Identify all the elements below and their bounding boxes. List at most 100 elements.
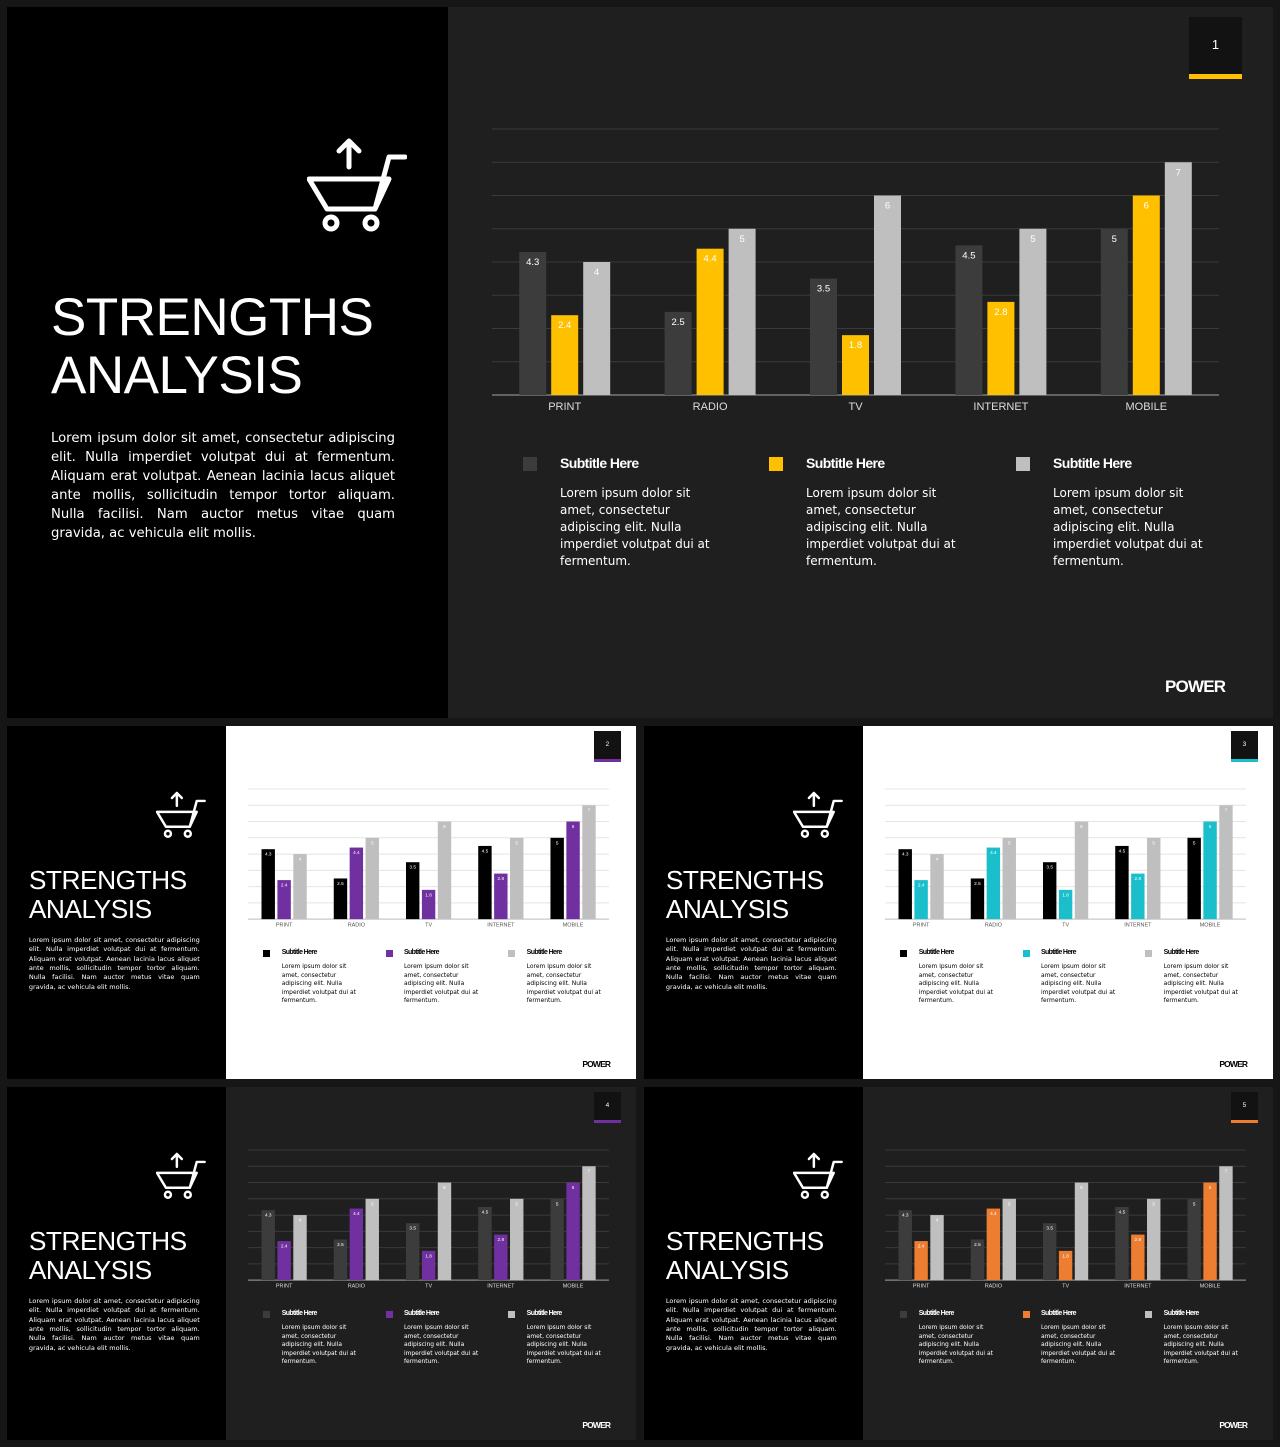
data-label: 1.8 — [425, 892, 432, 897]
x-tick-label: INTERNET — [487, 922, 515, 928]
legend-item-3: Subtitle Here Lorem ipsum dolor sit amet,… — [1016, 455, 1216, 585]
data-label: 1.8 — [849, 340, 862, 351]
title-line-1: STRENGTHS — [28, 865, 187, 896]
left-panel: STRENGTHS ANALYSIS Lorem ipsum dolor sit a… — [7, 726, 227, 1079]
legend-description: Lorem ipsum dolor sit amet, consectetur … — [1163, 963, 1238, 1005]
bar-print-series1 — [261, 848, 275, 919]
data-label: 7 — [588, 807, 591, 812]
data-label: 4.3 — [902, 851, 909, 856]
data-label: 5 — [1193, 1201, 1196, 1206]
legend-description: Lorem ipsum dolor sit amet, consectetur … — [403, 1324, 479, 1366]
data-label: 4.4 — [353, 1211, 360, 1216]
x-tick-label: TV — [1062, 922, 1069, 928]
slide-title: STRENGTHS ANALYSIS — [666, 866, 824, 924]
data-label: 4.3 — [902, 1212, 909, 1217]
legend-item-2: Subtitle Here Lorem ipsum dolor sit amet,… — [1022, 1310, 1122, 1375]
legend-item-1: Subtitle Here Lorem ipsum dolor sit amet,… — [263, 949, 362, 1014]
title-line-2: ANALYSIS — [665, 1255, 789, 1286]
data-label: 4.4 — [990, 850, 997, 855]
x-tick-label: INTERNET — [487, 1283, 515, 1289]
data-label: 4.5 — [482, 848, 489, 853]
page-number-underline — [594, 759, 621, 762]
bar-internet-series3 — [509, 1198, 524, 1280]
data-label: 4 — [299, 856, 302, 861]
bar-print-series1 — [898, 848, 912, 919]
data-label: 6 — [1209, 1185, 1212, 1190]
data-label: 3.5 — [817, 284, 830, 295]
bar-internet-series2 — [1131, 873, 1145, 919]
slide-2: STRENGTHS ANALYSIS Lorem ipsum dolor sit a… — [7, 726, 636, 1079]
data-label: 2.4 — [558, 320, 571, 331]
legend-swatch — [385, 1310, 393, 1318]
left-panel: STRENGTHS ANALYSIS Lorem ipsum dolor sit a… — [7, 1087, 227, 1440]
legend-title: Subtitle Here — [526, 1309, 563, 1317]
bar-mobile-series3 — [582, 1165, 596, 1280]
brand-logo-text: POWER — [582, 1058, 611, 1069]
title-line-2: ANALYSIS — [28, 1255, 152, 1286]
data-label: 2.8 — [1135, 1237, 1142, 1242]
x-tick-label: PRINT — [276, 1283, 293, 1289]
bar-print-series2 — [277, 1240, 291, 1280]
legend-item-2: Subtitle Here Lorem ipsum dolor sit amet,… — [385, 1310, 485, 1375]
data-label: 2.4 — [281, 882, 288, 887]
x-tick-label: PRINT — [913, 922, 930, 928]
data-label: 1.8 — [1062, 1253, 1069, 1258]
slide-title: STRENGTHS ANALYSIS — [51, 288, 374, 406]
title-line-2: ANALYSIS — [28, 894, 152, 925]
bar-radio-series1 — [970, 1239, 985, 1280]
shopping-cart-upload-icon — [307, 138, 407, 232]
data-label: 1.8 — [1062, 892, 1069, 897]
left-panel: STRENGTHS ANALYSIS Lorem ipsum dolor sit a… — [644, 1087, 864, 1440]
bar-tv-series1 — [1042, 861, 1057, 919]
brand-logo-text: POWER — [582, 1419, 611, 1430]
page-number-underline — [1189, 74, 1242, 79]
bar-chart: 4.3 2.4 4 PRINT 2.5 4.4 5 RADIO 3.5 1.8 6 TV 4.5 2.8 5… — [492, 128, 1219, 413]
data-label: 6 — [443, 824, 446, 829]
x-tick-label: RADIO — [985, 922, 1002, 928]
bar-radio-series3 — [728, 228, 756, 395]
data-label: 2.4 — [918, 882, 925, 887]
x-tick-label: MOBILE — [563, 922, 584, 928]
page-number: 4 — [605, 1101, 610, 1109]
bar-radio-series1 — [970, 878, 985, 919]
data-label: 4.3 — [265, 851, 272, 856]
data-label: 5 — [515, 1201, 518, 1206]
bar-print-series3 — [293, 853, 307, 919]
left-panel: STRENGTHS ANALYSIS Lorem ipsum dolor sit a… — [644, 726, 864, 1079]
bar-radio-series2 — [349, 1208, 364, 1280]
legend-title: Subtitle Here — [1163, 948, 1200, 956]
bar-mobile-series3 — [1164, 162, 1192, 395]
x-tick-label: PRINT — [276, 922, 293, 928]
page-number-box: 4 — [594, 1091, 621, 1123]
data-label: 7 — [1176, 167, 1181, 178]
title-line-1: STRENGTHS — [28, 1226, 187, 1257]
bar-tv-series1 — [405, 861, 420, 919]
data-label: 2.5 — [671, 317, 684, 328]
bar-radio-series3 — [1002, 837, 1016, 919]
bar-internet-series2 — [494, 873, 508, 919]
bar-mobile-series2 — [1203, 1182, 1217, 1280]
x-tick-label: RADIO — [348, 922, 365, 928]
data-label: 7 — [1225, 807, 1228, 812]
legend-description: Lorem ipsum dolor sit amet, consectetur … — [403, 963, 479, 1005]
data-label: 5 — [1193, 840, 1196, 845]
bar-chart: 4.3 2.4 4 PRINT 2.5 4.4 5 RADIO 3.5 1.8 6 TV 4.5 2.8 5… — [884, 788, 1247, 928]
legend-item-3: Subtitle Here Lorem ipsum dolor sit amet,… — [1145, 949, 1244, 1014]
data-label: 6 — [443, 1185, 446, 1190]
bar-print-series3 — [930, 1214, 944, 1280]
legend-item-1: Subtitle Here Lorem ipsum dolor sit amet,… — [900, 1310, 999, 1375]
data-label: 3.5 — [1046, 864, 1053, 869]
shopping-cart-upload-icon — [793, 791, 843, 838]
x-tick-label: MOBILE — [1200, 1283, 1221, 1289]
data-label: 4.5 — [1119, 1209, 1126, 1214]
data-label: 4.5 — [1119, 848, 1126, 853]
bar-mobile-series2 — [566, 1182, 580, 1280]
slide-4: STRENGTHS ANALYSIS Lorem ipsum dolor sit a… — [7, 1087, 636, 1440]
bar-radio-series2 — [349, 847, 364, 919]
legend-title: Subtitle Here — [1053, 455, 1132, 471]
bar-internet-series1 — [478, 845, 492, 919]
bar-radio-series1 — [333, 1239, 348, 1280]
bar-internet-series3 — [1146, 837, 1161, 919]
title-line-1: STRENGTHS — [665, 865, 824, 896]
data-label: 5 — [556, 1201, 559, 1206]
